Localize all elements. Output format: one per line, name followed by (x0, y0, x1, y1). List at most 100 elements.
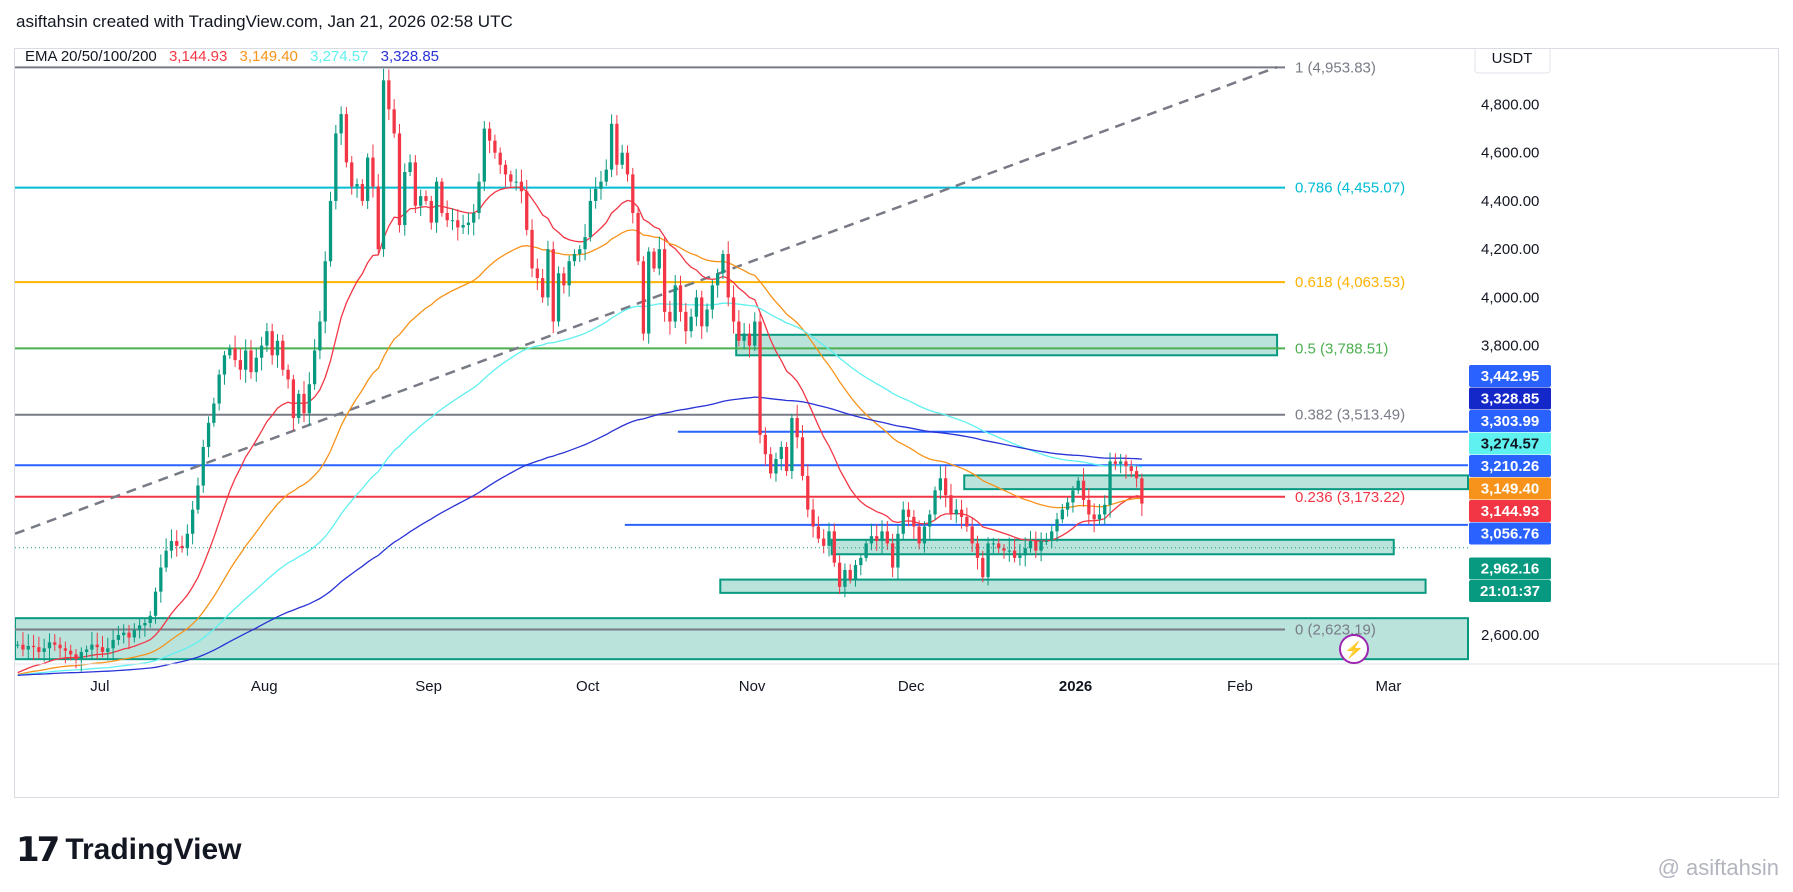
candle-body (498, 152, 502, 165)
candle (652, 247, 656, 273)
price-label-text: 3,303.99 (1481, 413, 1539, 430)
candle (1140, 473, 1144, 516)
candle (875, 524, 879, 551)
candle-body (753, 321, 757, 346)
price-label: 3,149.40 (1469, 477, 1551, 500)
x-tick-Feb: Feb (1227, 678, 1253, 695)
candle (450, 208, 455, 231)
price-scale-labels: 3,442.95 3,328.85 3,303.99 3,274.57 3,210.26… (1469, 365, 1551, 602)
candle (466, 213, 471, 235)
candle-body (143, 623, 147, 626)
candle-body (551, 249, 555, 322)
candle (625, 145, 630, 182)
candle (132, 623, 136, 643)
candle-body (1134, 471, 1139, 479)
price-label: 3,274.57 (1469, 432, 1551, 455)
candle-body (381, 80, 386, 250)
candle (678, 275, 683, 322)
candle-body (440, 181, 444, 213)
candle (53, 634, 57, 651)
candle (482, 121, 486, 192)
candle (673, 274, 677, 329)
candle-body (461, 225, 465, 228)
candle-body (456, 220, 460, 228)
price-chart[interactable]: 1 (4,953.83) 0.786 (4,455.07) 0.618 (4,063… (15, 49, 1780, 799)
candle (100, 635, 105, 658)
candle (344, 107, 349, 168)
candle-body (647, 251, 651, 334)
candle-body (562, 273, 566, 286)
candle-body (588, 200, 593, 238)
candle-body (715, 273, 720, 286)
candle (641, 256, 646, 341)
candle (1050, 524, 1054, 549)
fib-label-0.382: 0.382 (3,513.49) (1295, 407, 1405, 424)
candle-body (31, 645, 36, 648)
candle (111, 629, 115, 661)
candle-body (1103, 504, 1107, 515)
candle (769, 447, 773, 479)
candle-body (180, 545, 184, 549)
candle-body (641, 261, 646, 334)
candle-body (609, 123, 614, 170)
candle (74, 649, 78, 669)
ema-200-line (17, 396, 1142, 676)
candle-body (514, 181, 518, 183)
candle-body (63, 648, 68, 651)
x-tick-Jul: Jul (90, 678, 109, 695)
candle (90, 631, 94, 659)
candle-body (731, 297, 736, 322)
fib-label-0: 0 (2,623.19) (1295, 621, 1376, 638)
candle (705, 303, 709, 333)
candle (419, 189, 423, 217)
candle (726, 241, 730, 307)
price-label-text: 3,442.95 (1481, 368, 1539, 385)
candle (832, 523, 836, 567)
candle (244, 339, 248, 383)
candle-body (122, 632, 126, 636)
candle-body (859, 557, 863, 566)
price-label-bg (1469, 557, 1551, 580)
candle (21, 632, 25, 657)
candle-body (604, 169, 608, 182)
candle-body (312, 350, 317, 385)
candle-body (1002, 548, 1006, 551)
candle (1034, 531, 1038, 559)
candle (806, 464, 810, 518)
candle (694, 289, 699, 327)
candle-body (657, 249, 661, 269)
tradingview-logo[interactable]: 17 TradingView (16, 830, 242, 870)
candle-body (625, 152, 630, 175)
candle-body (201, 446, 205, 486)
candle-body (710, 285, 714, 310)
candle-body (811, 509, 815, 527)
candle (551, 241, 555, 334)
candle (721, 250, 725, 280)
candle-body (503, 164, 508, 175)
candle-body (806, 475, 810, 510)
x-tick-Nov: Nov (739, 678, 766, 695)
chart-frame[interactable]: 1 (4,953.83) 0.786 (4,455.07) 0.618 (4,063… (14, 48, 1780, 799)
candle-body (684, 311, 688, 332)
candle (715, 268, 720, 298)
candle (1007, 537, 1011, 562)
candle-body (1012, 550, 1017, 558)
candle (800, 424, 805, 481)
tradingview-logo-icon: 17 (16, 830, 60, 870)
candle (191, 500, 195, 545)
alert-icon[interactable]: ⚡ (1339, 634, 1369, 664)
candle-body (275, 340, 280, 356)
candle-body (896, 533, 900, 568)
candle-body (1028, 541, 1033, 549)
candle-body (991, 543, 996, 545)
candle (662, 237, 667, 322)
candle-body (1108, 461, 1112, 505)
candle-body (853, 565, 858, 580)
candle (434, 177, 439, 233)
currency-button[interactable] (1474, 49, 1551, 74)
candle-body (413, 162, 418, 206)
candle-body (477, 181, 481, 213)
candle-body (546, 249, 550, 298)
candle-body (1076, 480, 1080, 491)
candle-body (1060, 509, 1064, 520)
